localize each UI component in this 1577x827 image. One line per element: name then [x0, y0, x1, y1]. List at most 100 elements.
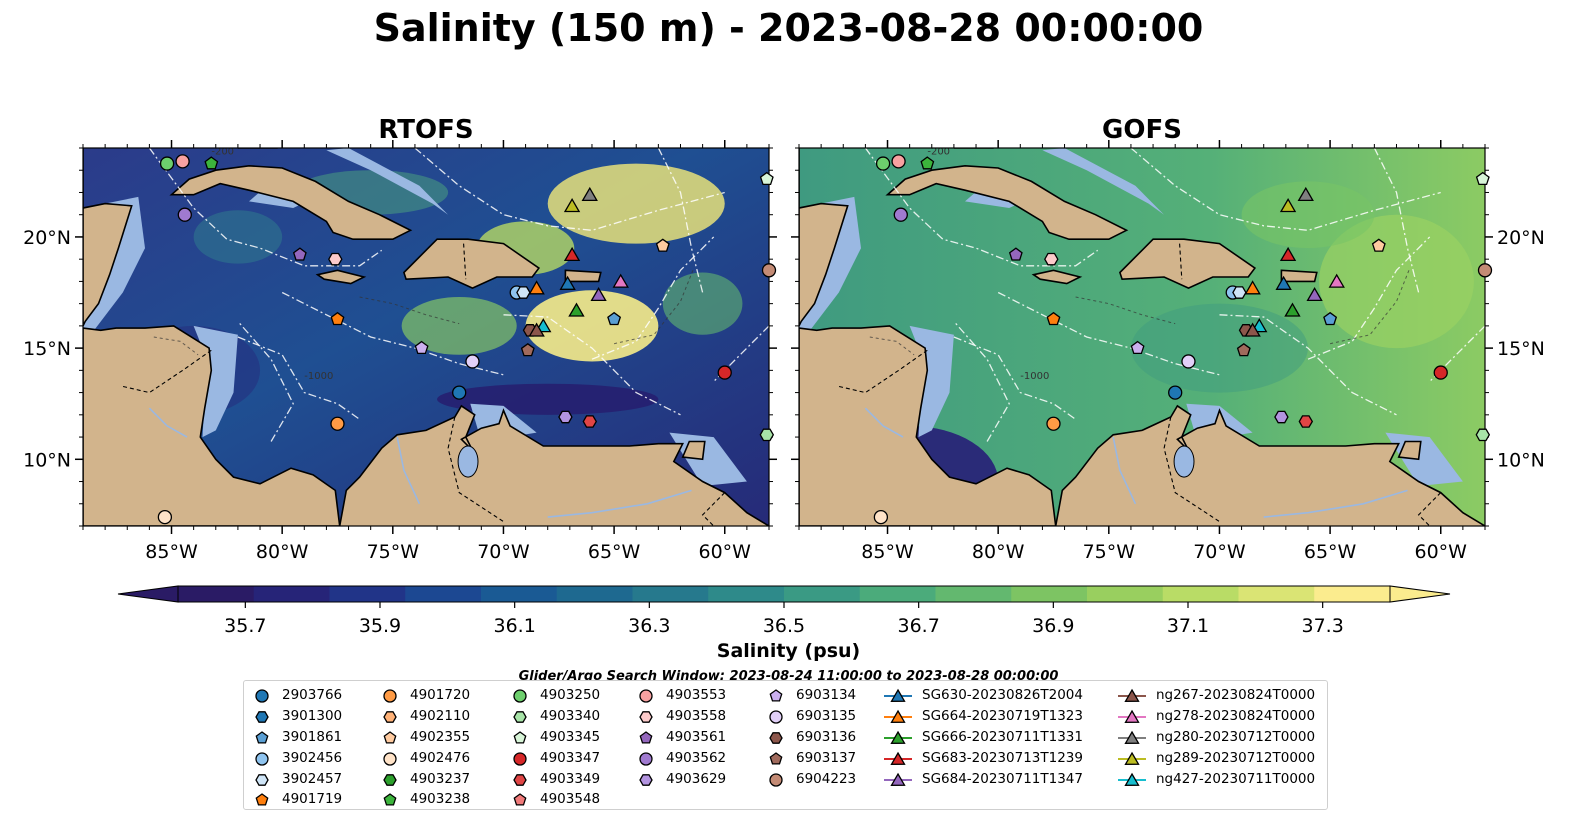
triangle-marker-icon	[884, 751, 912, 765]
triangle-marker	[1124, 730, 1140, 744]
hexagon-marker	[513, 773, 527, 786]
observation-marker	[759, 171, 774, 186]
colorbar-segment	[405, 586, 482, 602]
legend-item: 6904223	[766, 768, 856, 789]
legend-item: 6903136	[766, 727, 856, 748]
salinity-feature	[193, 210, 283, 264]
legend-item: 4901720	[380, 685, 470, 706]
colorbar-segment	[935, 586, 1012, 602]
observation-marker	[1477, 263, 1493, 278]
observation-marker	[761, 263, 777, 278]
hexagon-marker	[639, 711, 653, 724]
colorbar-segment	[253, 586, 330, 602]
circle-marker	[769, 772, 783, 787]
triangle-marker	[890, 730, 906, 744]
pentagon-marker	[255, 731, 269, 744]
triangle-marker	[1124, 772, 1140, 786]
legend-label: ng289-20230712T0000	[1156, 749, 1316, 766]
observation-marker	[1046, 311, 1061, 326]
observation-marker	[465, 354, 480, 369]
observation-marker	[1371, 238, 1386, 252]
legend-label: 4903345	[540, 728, 601, 745]
legend-item: 2903766	[252, 685, 342, 706]
circle-marker-icon	[383, 689, 397, 704]
legend-item: 4903250	[510, 685, 600, 706]
salinity-feature	[437, 383, 659, 415]
legend-label: ng267-20230824T0000	[1156, 687, 1316, 704]
triangle-marker	[1124, 689, 1140, 703]
lon-tick-label: 80°W	[972, 541, 1025, 563]
hexagon-marker	[383, 711, 397, 724]
colorbar-segment	[1238, 586, 1315, 602]
observation-marker	[1323, 311, 1338, 326]
legend-label: ng427-20230711T0000	[1156, 770, 1316, 787]
circle-marker-icon	[769, 772, 783, 787]
legend-column: 6903134 6903135 6903136 6903137 6904223	[766, 685, 856, 789]
legend-item: 4903553	[636, 685, 726, 706]
observation-marker	[292, 247, 307, 261]
hexagon-marker-icon	[513, 711, 527, 724]
circle-marker	[513, 752, 527, 766]
pentagon-marker	[513, 731, 527, 744]
colorbar-tick-label: 35.7	[224, 615, 266, 637]
legend-label: 6903137	[796, 749, 857, 766]
figure-title: Salinity (150 m) - 2023-08-28 00:00:00	[373, 6, 1204, 50]
hexagon-marker	[769, 732, 783, 744]
observation-marker	[1475, 171, 1490, 186]
observation-marker	[1328, 273, 1345, 288]
legend-item: 4903548	[510, 789, 600, 810]
pentagon-marker	[383, 793, 397, 806]
bathymetry-contour-label: -200	[927, 147, 950, 158]
legend-column: 2903766 3901300 3901861 3902456 3902457 49017…	[252, 685, 342, 810]
search-window-caption: Glider/Argo Search Window: 2023-08-24 11…	[518, 669, 1059, 681]
colorbar-segment	[178, 586, 255, 602]
landmass-southam	[338, 404, 769, 526]
observation-marker	[559, 275, 576, 290]
legend-item: 4903347	[510, 747, 600, 768]
legend-label: 4903237	[410, 770, 471, 787]
hexagon-marker-icon	[255, 773, 269, 786]
pentagon-marker	[769, 689, 783, 702]
observation-marker	[516, 286, 531, 299]
legend-label: 4903561	[666, 728, 727, 745]
legend-label: 4903553	[666, 687, 727, 704]
triangle-marker	[1124, 709, 1140, 724]
legend-label: 4902355	[410, 728, 471, 745]
hexagon-marker-icon	[639, 711, 653, 724]
landmass-hispaniola	[1118, 238, 1257, 289]
pentagon-marker	[513, 793, 527, 806]
observation-marker	[1232, 286, 1247, 299]
observation-marker	[1433, 365, 1448, 380]
legend-item: 4903238	[380, 789, 470, 810]
legend-item: 4902476	[380, 747, 470, 768]
lon-tick-label: 65°W	[588, 541, 641, 563]
legend-label: ng280-20230712T0000	[1156, 728, 1316, 745]
observation-marker	[563, 198, 581, 213]
circle-marker	[255, 752, 269, 766]
observation-marker	[204, 156, 219, 170]
pentagon-marker	[769, 751, 783, 765]
triangle-marker	[890, 709, 906, 724]
observation-marker	[330, 311, 345, 326]
panel-title-rtofs: RTOFS	[378, 115, 474, 145]
salinity-feature	[401, 296, 517, 355]
lon-tick-label: 85°W	[861, 541, 914, 563]
legend: 2903766 3901300 3901861 3902456 3902457 49017…	[243, 680, 1328, 810]
bathymetry-contour-label: -1000	[304, 371, 333, 382]
legend-label: 2903766	[282, 687, 343, 704]
observation-marker	[590, 287, 607, 302]
legend-label: SG664-20230719T1323	[922, 708, 1083, 725]
legend-label: SG683-20230713T1239	[922, 749, 1083, 766]
legend-label: 4903347	[540, 749, 601, 766]
legend-item: 6903137	[766, 747, 856, 768]
legend-item: 4903237	[380, 768, 470, 789]
colorbar-tick-label: 35.9	[359, 615, 401, 637]
observation-marker	[175, 154, 190, 169]
triangle-marker-icon	[884, 709, 912, 724]
observation-marker	[1279, 246, 1297, 262]
legend-item: SG630-20230826T2004	[884, 685, 1083, 706]
pentagon-marker-icon	[255, 793, 269, 806]
legend-label: 6903134	[796, 687, 857, 704]
circle-marker-icon	[639, 689, 653, 704]
